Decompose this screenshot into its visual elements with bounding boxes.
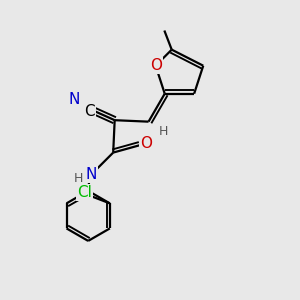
Text: H: H [74,172,83,185]
Text: O: O [140,136,152,151]
Text: N: N [85,167,97,182]
Text: Cl: Cl [77,185,92,200]
Text: N: N [68,92,80,107]
Text: O: O [150,58,162,73]
Text: H: H [159,125,168,139]
Text: C: C [84,104,94,119]
Text: O: O [150,58,162,73]
